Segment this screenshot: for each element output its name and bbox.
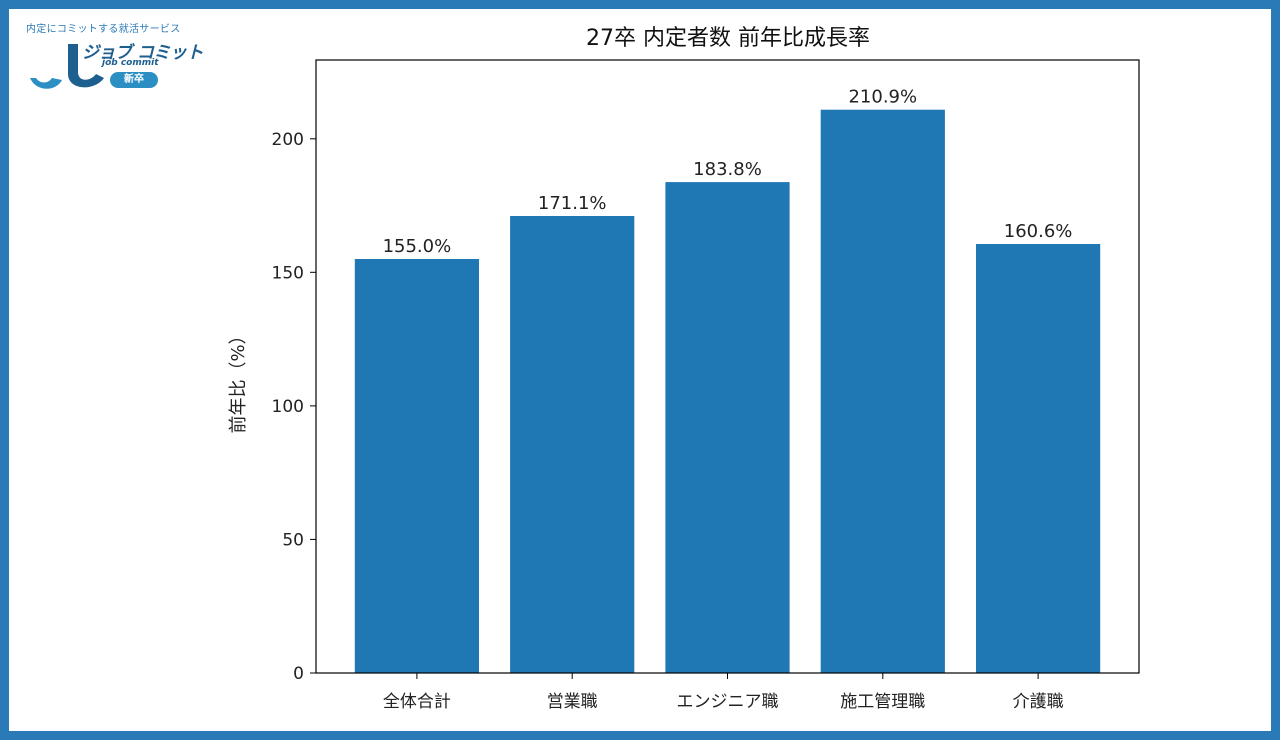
logo-brand-name: ジョブ コミット xyxy=(82,43,203,63)
x-tick-label-1: 営業職 xyxy=(547,692,598,712)
y-tick-label-1: 50 xyxy=(282,530,304,550)
x-axis: 全体合計 営業職 エンジニア職 施工管理職 介護職 xyxy=(383,673,1064,712)
x-tick-label-2: エンジニア職 xyxy=(677,692,779,712)
bar-0 xyxy=(354,259,479,673)
bar-2 xyxy=(665,182,790,673)
x-tick-label-4: 介護職 xyxy=(1013,692,1064,712)
y-tick-label-0: 0 xyxy=(293,664,304,684)
bar-value-label-0: 155.0% xyxy=(383,236,452,257)
bar-value-label-3: 210.9% xyxy=(848,87,917,108)
bar-1 xyxy=(510,216,635,673)
logo-mark-icon xyxy=(30,44,104,89)
job-commit-logo[interactable]: 内定にコミットする就活サービス ジョブ コミット job commit 新卒 xyxy=(26,20,206,100)
x-tick-label-0: 全体合計 xyxy=(383,692,451,712)
bar-4 xyxy=(976,244,1101,673)
bar-3 xyxy=(820,109,945,673)
x-tick-label-3: 施工管理職 xyxy=(840,692,925,712)
bars-layer xyxy=(354,109,1101,673)
y-tick-label-4: 200 xyxy=(272,130,304,150)
bar-value-labels: 155.0% 171.1% 183.8% 210.9% 160.6% xyxy=(383,87,1073,257)
y-tick-label-2: 100 xyxy=(272,397,304,417)
logo-brand-english: job commit xyxy=(102,58,159,68)
y-tick-label-3: 150 xyxy=(272,263,304,283)
bar-value-label-1: 171.1% xyxy=(538,193,607,214)
logo-tagline: 内定にコミットする就活サービス xyxy=(26,24,181,35)
y-axis-label: 前年比（%） xyxy=(228,326,249,433)
bar-value-label-4: 160.6% xyxy=(1004,221,1073,242)
y-axis: 0 50 100 150 200 xyxy=(272,130,316,684)
plot-area-frame xyxy=(315,59,1140,674)
chart-title: 27卒 内定者数 前年比成長率 xyxy=(586,26,870,51)
logo-badge-new-grad: 新卒 xyxy=(110,72,158,88)
bar-value-label-2: 183.8% xyxy=(693,159,762,180)
